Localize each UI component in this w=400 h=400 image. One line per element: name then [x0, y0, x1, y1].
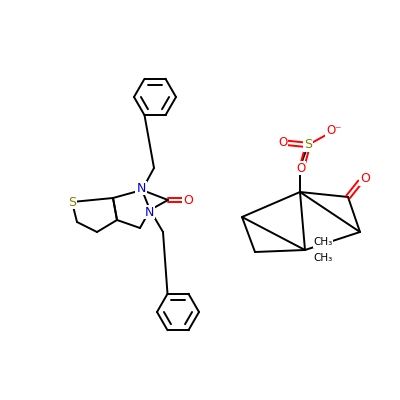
- Text: N: N: [144, 206, 154, 218]
- Text: CH₃: CH₃: [313, 237, 333, 247]
- Text: O⁻: O⁻: [326, 124, 342, 136]
- Text: O: O: [296, 162, 306, 174]
- Text: S: S: [68, 196, 76, 208]
- Text: O: O: [278, 136, 288, 150]
- Text: N: N: [136, 182, 146, 194]
- Text: S: S: [304, 138, 312, 152]
- Text: O: O: [360, 172, 370, 186]
- Text: O: O: [183, 194, 193, 206]
- Text: CH₃: CH₃: [313, 253, 333, 263]
